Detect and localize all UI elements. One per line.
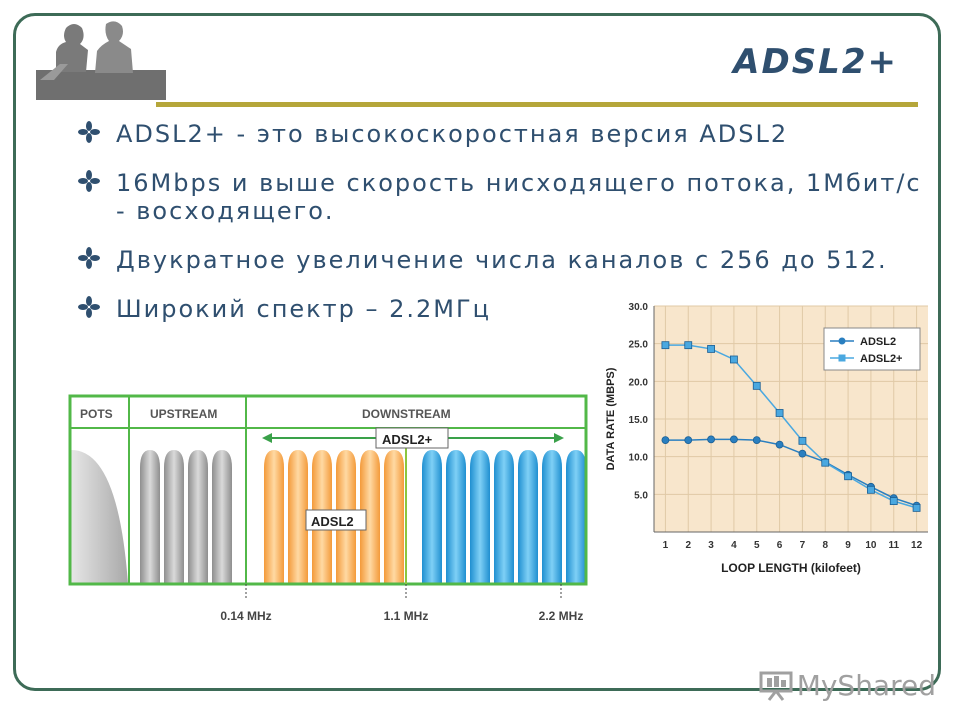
watermark-text: MyShared bbox=[796, 669, 936, 702]
data-point-adsl2 bbox=[684, 436, 693, 444]
data-point-adsl2plus bbox=[752, 381, 761, 390]
x-tick-label: 8 bbox=[822, 540, 828, 551]
adsl2plus-label-box bbox=[375, 427, 449, 449]
data-point-adsl2plus bbox=[798, 436, 807, 445]
x-tick-label: 10 bbox=[865, 540, 877, 551]
adsl2plus-lobe bbox=[566, 450, 586, 584]
legend-marker bbox=[838, 337, 846, 345]
legend-box bbox=[823, 327, 921, 371]
x-tick-label: 6 bbox=[777, 540, 783, 551]
x-tick-label: 5 bbox=[754, 540, 760, 551]
legend-marker bbox=[838, 354, 846, 362]
adsl2plus-lobe bbox=[494, 450, 514, 584]
data-point-adsl2 bbox=[730, 435, 738, 444]
watermark: MyShared bbox=[759, 669, 936, 702]
slide-title: ADSL2+ bbox=[733, 42, 898, 82]
bullet-list: ADSL2+ - это высокоскоростная версия ADS… bbox=[78, 120, 938, 344]
bullet-item: 16Mbps и выше скорость нисходящего поток… bbox=[78, 169, 938, 225]
band-label-downstream: DOWNSTREAM bbox=[362, 407, 451, 421]
adsl2-lobe bbox=[288, 450, 308, 584]
adsl2plus-lobe bbox=[542, 450, 562, 584]
x-tick-label: 7 bbox=[800, 540, 806, 551]
diamond-bullet-icon bbox=[78, 121, 100, 143]
upstream-lobe bbox=[188, 450, 208, 584]
data-point-adsl2 bbox=[707, 435, 715, 444]
frequency-tick-label: 0.14 MHz bbox=[220, 609, 271, 623]
pots-band bbox=[70, 449, 128, 584]
legend-label: ADSL2+ bbox=[860, 353, 903, 365]
legend-label: ADSL2 bbox=[860, 336, 896, 348]
data-point-adsl2 bbox=[661, 436, 670, 444]
data-point-adsl2plus bbox=[775, 409, 784, 417]
data-point-adsl2plus bbox=[684, 341, 693, 350]
y-axis-label: DATA RATE (MBPS) bbox=[605, 367, 617, 470]
diamond-bullet-icon bbox=[78, 247, 100, 269]
diamond-bullet-icon bbox=[78, 170, 100, 192]
data-point-adsl2plus bbox=[844, 472, 852, 481]
arrow-head-left bbox=[262, 433, 272, 443]
data-point-adsl2plus bbox=[661, 341, 670, 350]
x-tick-label: 1 bbox=[663, 540, 669, 551]
upstream-lobe bbox=[140, 450, 160, 584]
y-tick-label: 30.0 bbox=[629, 302, 649, 313]
x-tick-label: 2 bbox=[685, 540, 691, 551]
y-tick-label: 20.0 bbox=[629, 377, 649, 388]
adsl2-lobe bbox=[264, 450, 284, 584]
frequency-tick-label: 1.1 MHz bbox=[384, 609, 429, 623]
adsl2-label-box bbox=[305, 509, 367, 531]
y-tick-label: 5.0 bbox=[634, 490, 648, 501]
band-label-pots: POTS bbox=[80, 407, 113, 421]
diamond-bullet-icon bbox=[78, 296, 100, 318]
band-header bbox=[70, 396, 586, 428]
data-point-adsl2 bbox=[752, 436, 761, 444]
bullet-item: ADSL2+ - это высокоскоростная версия ADS… bbox=[78, 120, 938, 148]
data-point-adsl2 bbox=[798, 449, 807, 458]
band-label-upstream: UPSTREAM bbox=[150, 407, 217, 421]
adsl2-lobe bbox=[384, 450, 404, 584]
adsl-spectrum-chart: POTS UPSTREAM DOWNSTREAM ADSL2+ ADSL2 0.14 MH… bbox=[56, 386, 616, 636]
x-tick-label: 11 bbox=[888, 540, 899, 551]
adsl2plus-lobe bbox=[446, 450, 466, 584]
x-axis-label: LOOP LENGTH (kilofeet) bbox=[721, 561, 861, 575]
bullet-text: ADSL2+ - это высокоскоростная версия ADS… bbox=[116, 120, 789, 148]
spectrum-border bbox=[68, 394, 588, 586]
adsl2plus-label: ADSL2+ bbox=[382, 432, 433, 447]
adsl2plus-lobe bbox=[422, 450, 442, 584]
bullet-item: Двукратное увеличение числа каналов с 25… bbox=[78, 246, 938, 274]
adsl2-lobe bbox=[360, 450, 380, 584]
data-point-adsl2 bbox=[775, 440, 784, 449]
arrow-head-right bbox=[554, 433, 564, 443]
data-point-adsl2plus bbox=[889, 497, 898, 506]
title-underline bbox=[156, 102, 918, 107]
x-tick-label: 9 bbox=[845, 540, 851, 551]
bullet-item: Широкий спектр – 2.2МГц bbox=[78, 295, 938, 323]
adsl2-label: ADSL2 bbox=[311, 514, 354, 529]
x-tick-label: 4 bbox=[731, 540, 737, 551]
upstream-lobe bbox=[212, 450, 232, 584]
y-tick-label: 25.0 bbox=[629, 340, 649, 351]
x-tick-label: 12 bbox=[911, 540, 923, 551]
projector-screen-icon bbox=[759, 671, 793, 701]
adsl2plus-lobe bbox=[470, 450, 490, 584]
bullet-text: Двукратное увеличение числа каналов с 25… bbox=[116, 246, 888, 274]
data-point-adsl2plus bbox=[730, 355, 738, 364]
data-rate-line-chart: 5.010.015.020.025.030.01 2 3 4 5 6 7 8 9 10 11 12DA… bbox=[596, 300, 936, 582]
x-tick-label: 3 bbox=[708, 540, 714, 551]
frequency-tick-label: 2.2 MHz bbox=[539, 609, 584, 623]
bullet-text: Широкий спектр – 2.2МГц bbox=[116, 295, 491, 323]
data-point-adsl2plus bbox=[867, 485, 875, 494]
upstream-lobe bbox=[164, 450, 184, 584]
data-point-adsl2plus bbox=[912, 503, 921, 512]
data-point-adsl2plus bbox=[821, 458, 830, 467]
adsl2plus-lobe bbox=[518, 450, 538, 584]
bullet-text: 16Mbps и выше скорость нисходящего поток… bbox=[116, 169, 922, 225]
business-people-logo bbox=[36, 21, 166, 100]
y-tick-label: 15.0 bbox=[629, 415, 649, 426]
y-tick-label: 10.0 bbox=[629, 453, 649, 464]
data-point-adsl2plus bbox=[707, 345, 715, 353]
